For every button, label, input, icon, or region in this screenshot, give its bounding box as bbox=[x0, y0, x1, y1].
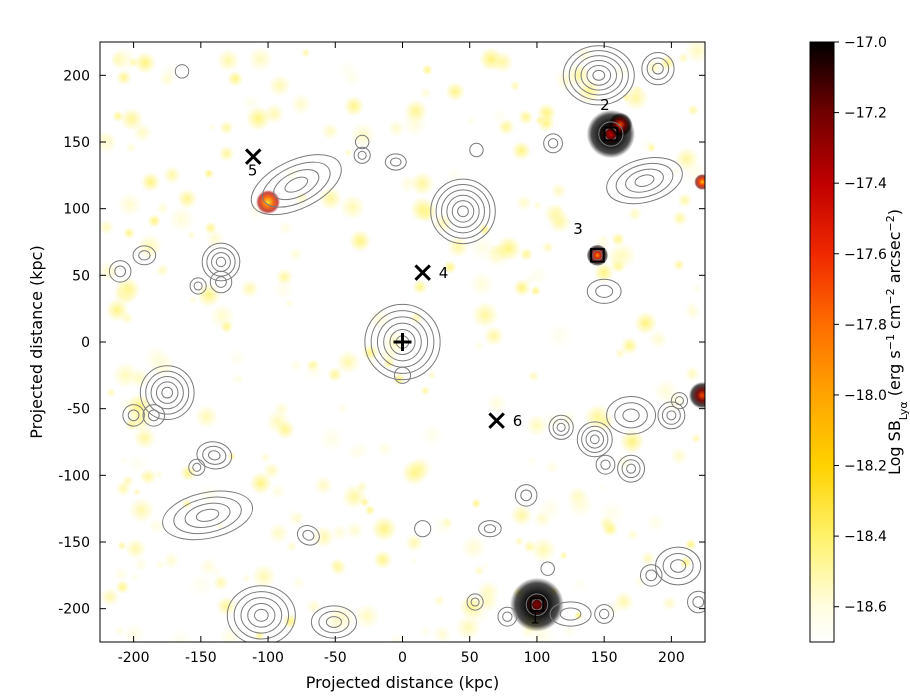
svg-text:-50: -50 bbox=[324, 650, 347, 666]
svg-text:−17.2: −17.2 bbox=[844, 106, 887, 122]
svg-text:−18.0: −18.0 bbox=[844, 388, 887, 404]
colorbar-ticks: −18.6 −18.4 −18.2 −18.0 −17.8 −17.6 −17.4 −17.2… bbox=[834, 35, 887, 616]
svg-text:−18.4: −18.4 bbox=[844, 529, 887, 545]
svg-text:100: 100 bbox=[524, 650, 551, 666]
svg-text:100: 100 bbox=[63, 202, 90, 218]
marker-label-2: 2 bbox=[600, 96, 610, 114]
svg-text:150: 150 bbox=[63, 135, 90, 151]
svg-text:-100: -100 bbox=[252, 650, 284, 666]
svg-text:150: 150 bbox=[591, 650, 618, 666]
svg-text:-150: -150 bbox=[185, 650, 217, 666]
svg-text:-200: -200 bbox=[118, 650, 150, 666]
svg-text:−18.6: −18.6 bbox=[844, 600, 887, 616]
marker-label-6: 6 bbox=[513, 412, 523, 430]
svg-text:0: 0 bbox=[81, 335, 90, 351]
svg-text:−17.4: −17.4 bbox=[844, 176, 887, 192]
svg-text:50: 50 bbox=[461, 650, 479, 666]
y-axis-label: Projected distance (kpc) bbox=[27, 245, 46, 438]
svg-text:-200: -200 bbox=[58, 602, 90, 618]
colorbar bbox=[810, 42, 834, 642]
svg-text:50: 50 bbox=[72, 268, 90, 284]
marker-label-4: 4 bbox=[439, 264, 449, 282]
marker-label-1: 1 bbox=[530, 609, 540, 627]
x-axis-label: Projected distance (kpc) bbox=[306, 673, 499, 692]
svg-text:−17.8: −17.8 bbox=[844, 317, 887, 333]
svg-text:-150: -150 bbox=[58, 535, 90, 551]
marker-label-5: 5 bbox=[248, 161, 258, 179]
svg-text:0: 0 bbox=[398, 650, 407, 666]
svg-text:200: 200 bbox=[63, 68, 90, 84]
svg-text:−18.2: −18.2 bbox=[844, 459, 887, 475]
plot-area: 1 2 3 4 5 6 bbox=[93, 38, 716, 653]
svg-text:-100: -100 bbox=[58, 468, 90, 484]
surface-brightness-map: 1 2 3 4 5 6 -200 -150 -100 -50 0 50 100 150 200 -200 -15… bbox=[0, 0, 910, 697]
svg-text:−17.6: −17.6 bbox=[844, 247, 887, 263]
marker-label-3: 3 bbox=[573, 220, 583, 238]
svg-text:-50: -50 bbox=[67, 402, 90, 418]
svg-text:200: 200 bbox=[658, 650, 685, 666]
svg-text:−17.0: −17.0 bbox=[844, 35, 887, 51]
colorbar-label: Log SBLyα (erg s−1 cm−2 arcsec−2) bbox=[884, 209, 910, 475]
